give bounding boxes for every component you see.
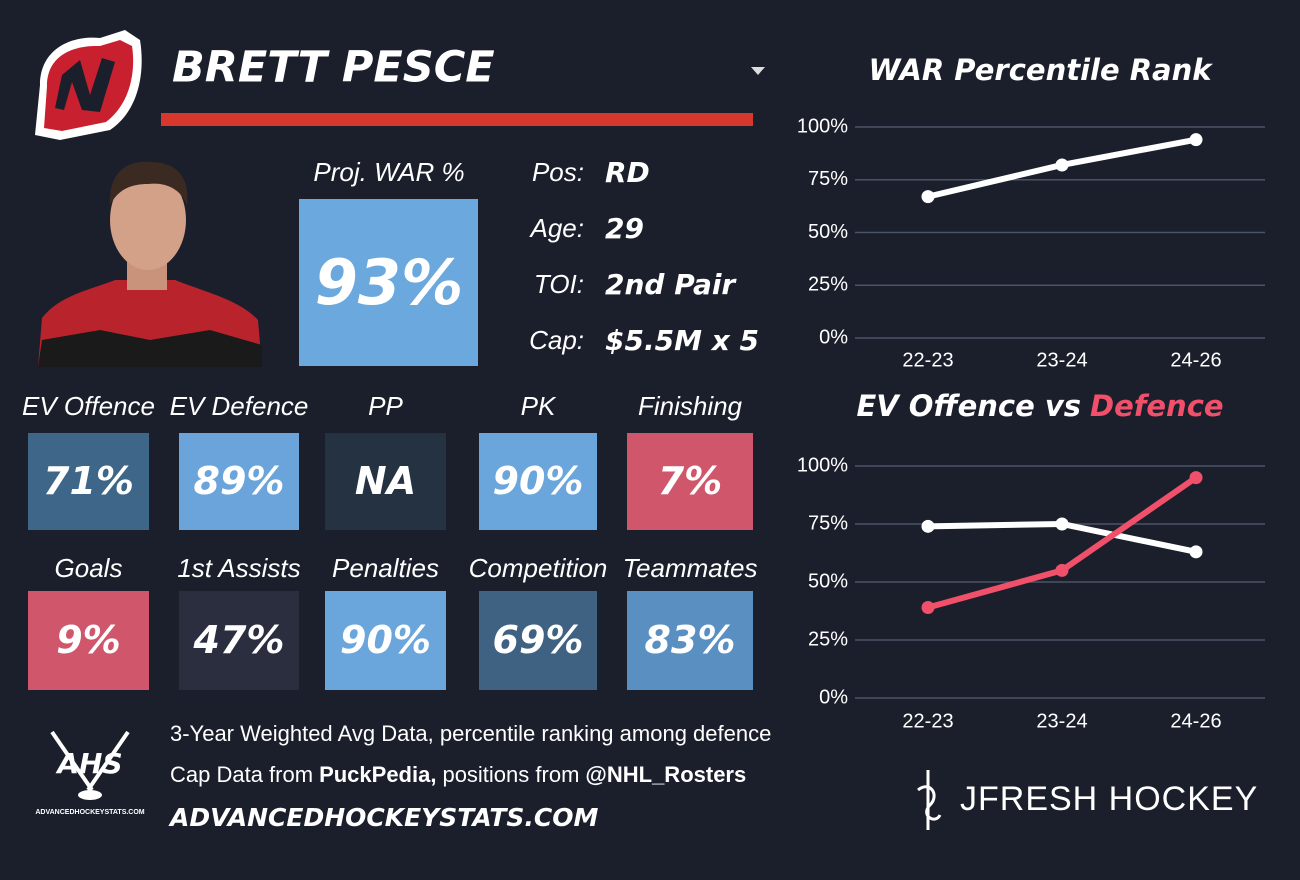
player-name: BRETT PESCE [172, 43, 495, 93]
footer-line: 3-Year Weighted Avg Data, percentile ran… [170, 721, 771, 746]
y-tick-label: 100% [797, 115, 848, 137]
projection-value: 93% [315, 246, 463, 319]
y-tick-label: 0% [819, 686, 848, 708]
chart-title: EV Offence vs Defence [856, 389, 1223, 423]
chart-title-highlight: Defence [1090, 389, 1224, 423]
tile-label: Finishing [638, 391, 743, 421]
tile [28, 591, 149, 690]
tile-label: EV Defence [170, 391, 309, 421]
series-point [1055, 563, 1069, 577]
bio-label: TOI: [534, 269, 584, 299]
tile-value: 89% [194, 459, 285, 503]
projection-label: Proj. WAR % [313, 157, 464, 187]
y-tick-label: 100% [797, 454, 848, 476]
tile [179, 433, 299, 530]
bio-label: Pos: [532, 157, 584, 187]
x-tick-label: 24-26 [1170, 710, 1221, 732]
series-point [1189, 471, 1203, 485]
x-tick-label: 23-24 [1036, 710, 1087, 732]
footer-url[interactable]: ADVANCEDHOCKEYSTATS.COM [168, 803, 599, 832]
y-tick-label: 75% [808, 512, 848, 534]
tile-label: 1st Assists [177, 553, 300, 583]
bio-label: Cap: [529, 325, 584, 355]
tile-label: EV Offence [22, 391, 155, 421]
series-point [1189, 133, 1203, 147]
projection-tile: 93% [299, 199, 478, 366]
tile [627, 591, 753, 690]
tile [479, 433, 597, 530]
y-tick-label: 50% [808, 570, 848, 592]
brand: JFRESH HOCKEY [960, 780, 1258, 818]
tile-value: 47% [193, 618, 285, 662]
ahs-logo-text: AHS [55, 747, 122, 780]
tile-label: PP [368, 391, 403, 421]
tile [325, 433, 446, 530]
bio-value: $5.5M x 5 [605, 324, 759, 357]
x-tick-label: 23-24 [1036, 349, 1087, 371]
tile-value: 90% [340, 618, 431, 662]
tile [325, 591, 446, 690]
tile [28, 433, 149, 530]
series-point [921, 519, 935, 533]
chart-title-text: EV Offence vs [856, 389, 1081, 423]
chart-title: WAR Percentile Rank [868, 53, 1213, 87]
x-tick-label: 22-23 [902, 710, 953, 732]
bio-value: 29 [605, 212, 644, 245]
jfresh-logo [917, 770, 942, 830]
tile-value: 7% [658, 459, 723, 503]
ahs-logo-small: ADVANCEDHOCKEYSTATS.COM [35, 809, 144, 816]
tile [479, 591, 597, 690]
series-point [921, 601, 935, 615]
tile-label: PK [521, 391, 557, 421]
chart-title-text: WAR Percentile Rank [868, 53, 1213, 87]
tile-value: 71% [43, 459, 134, 503]
y-tick-label: 25% [808, 628, 848, 650]
tile-value: 9% [56, 618, 121, 662]
footer-segment: PuckPedia, [319, 762, 436, 787]
y-tick-label: 50% [808, 221, 848, 243]
tile-value: 69% [493, 618, 584, 662]
ahs-logo: AHS ADVANCEDHOCKEYSTATS.COM [35, 730, 145, 816]
bio-value: RD [605, 156, 650, 189]
x-tick-label: 22-23 [902, 349, 953, 371]
footer-line: Cap Data from PuckPedia, positions from @NH… [170, 762, 746, 787]
team-logo [35, 30, 142, 140]
tile-value: NA [355, 459, 416, 503]
footer-segment: Cap Data from [170, 762, 313, 787]
y-tick-label: 75% [808, 168, 848, 190]
footer-segment: @NHL_Rosters [585, 762, 746, 787]
tile-label: Teammates [623, 553, 758, 583]
footer-segment: positions from [442, 762, 579, 787]
tile-value: 90% [493, 459, 584, 503]
tile [627, 433, 753, 530]
series-point [1055, 517, 1069, 531]
tile [179, 591, 299, 690]
charts: WAR Percentile Rank 0% 25% 50% 75% 100% 22-23 2… [797, 53, 1265, 732]
series-point [921, 190, 935, 204]
tile-label: Competition [469, 553, 608, 583]
y-tick-label: 0% [819, 326, 848, 348]
series-point [1055, 158, 1069, 172]
bio-value: 2nd Pair [605, 268, 737, 301]
series-point [1189, 545, 1203, 559]
projection-box [299, 199, 478, 366]
tile-value: 83% [645, 618, 736, 662]
bio: Pos: RD Age: 29 TOI: 2nd Pair Cap: $5.5M x 5 [529, 156, 760, 357]
name-underline [161, 113, 753, 126]
player-photo [38, 161, 262, 367]
dropdown-arrow[interactable] [751, 67, 765, 75]
y-tick-label: 25% [808, 274, 848, 296]
tiles: EV Offence 71% EV Defence 89% PP NA PK 90% Finis… [22, 391, 757, 690]
tile-label: Penalties [332, 553, 439, 583]
tile-label: Goals [55, 553, 123, 583]
x-tick-label: 24-26 [1170, 349, 1221, 371]
bio-label: Age: [529, 213, 585, 243]
